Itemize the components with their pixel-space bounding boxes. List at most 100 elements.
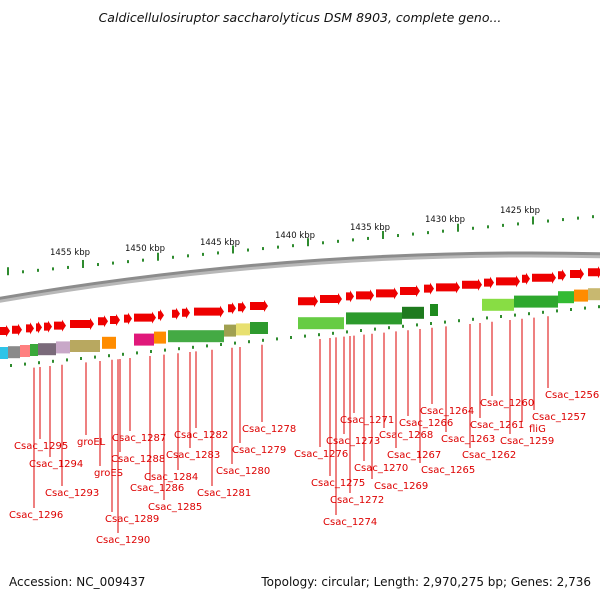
scale-tick <box>502 223 504 227</box>
track-tick <box>122 352 124 356</box>
backbone-arc <box>0 251 600 300</box>
scale-label: 1440 kbp <box>275 231 315 241</box>
scale-tick <box>142 258 144 262</box>
scale-tick <box>442 229 444 233</box>
gene-arrow <box>356 289 374 302</box>
scale-tick <box>547 219 549 223</box>
gene-arrow <box>484 276 494 289</box>
scale-tick <box>127 260 129 264</box>
gene-label: Csac_1276 <box>294 449 348 460</box>
gene-label: Csac_1288 <box>111 454 165 465</box>
scale-tick <box>277 245 279 249</box>
gene-arrow <box>54 319 66 332</box>
gene-arrow <box>376 287 398 300</box>
gene-label: Csac_1257 <box>532 412 586 423</box>
gene-label: Csac_1278 <box>242 424 296 435</box>
scale-tick <box>412 232 414 236</box>
track-tick <box>94 355 96 359</box>
track-tick <box>52 359 54 363</box>
track-tick <box>444 320 446 324</box>
gene-arrow <box>320 293 342 305</box>
feature-block <box>558 291 574 304</box>
scale-tick <box>577 216 579 220</box>
scale-tick <box>37 268 39 272</box>
scale-tick <box>382 230 384 239</box>
track-tick <box>570 308 572 311</box>
track-tick <box>150 350 152 353</box>
scale-tick <box>397 234 399 238</box>
gene-label: Csac_1260 <box>480 398 534 409</box>
gene-arrow <box>36 321 42 334</box>
feature-block <box>56 341 70 354</box>
track-tick <box>24 362 26 366</box>
track-tick <box>276 337 278 341</box>
gene-label: groEL <box>77 437 106 448</box>
scale-tick <box>427 231 429 235</box>
gene-arrow <box>462 278 482 291</box>
gene-label: Csac_1274 <box>323 517 377 528</box>
gene-label: Csac_1273 <box>326 436 380 447</box>
track-tick <box>346 330 348 334</box>
gene-label: fliG <box>529 424 546 435</box>
gene-label: Csac_1259 <box>500 436 554 447</box>
feature-block <box>20 345 30 357</box>
gene-label: Csac_1280 <box>216 466 270 477</box>
track-tick <box>584 306 586 310</box>
feature-block <box>514 295 558 308</box>
gene-label: Csac_1281 <box>197 488 251 499</box>
gene-label: Csac_1270 <box>354 463 408 474</box>
gene-arrow <box>70 318 94 330</box>
scale-tick <box>157 252 159 261</box>
feature-block <box>346 312 402 325</box>
track-tick <box>164 348 166 352</box>
gene-arrow <box>98 315 108 328</box>
gene-arrow <box>158 309 164 322</box>
gene-arrow <box>436 281 460 294</box>
gene-label: Csac_1286 <box>130 483 184 494</box>
gene-label: Csac_1263 <box>441 434 495 445</box>
feature-block <box>250 322 268 334</box>
feature-block <box>30 344 38 356</box>
track-tick <box>416 323 418 327</box>
scale-tick <box>52 267 54 271</box>
track-tick <box>192 345 194 349</box>
scale-label: 1430 kbp <box>425 215 465 225</box>
scale-tick <box>22 270 24 274</box>
track-tick <box>528 312 530 316</box>
feature-block <box>102 336 116 349</box>
track-tick <box>514 313 516 317</box>
track-tick <box>304 334 306 338</box>
gene-label: Csac_1279 <box>232 445 286 456</box>
scale-tick <box>247 248 249 252</box>
scale-tick <box>172 255 174 259</box>
gene-arrow <box>194 305 224 318</box>
scale-tick <box>367 236 369 240</box>
gene-label: Csac_1264 <box>420 406 474 417</box>
feature-block <box>134 333 154 346</box>
track-tick <box>136 351 138 355</box>
gene-label: Csac_1256 <box>545 390 599 401</box>
scale-tick <box>472 226 474 230</box>
gene-label: Csac_1266 <box>399 418 453 429</box>
feature-block <box>224 324 236 337</box>
scale-tick <box>217 251 219 255</box>
feature-block <box>236 323 250 336</box>
track-tick <box>80 357 82 360</box>
scale-tick <box>517 222 519 226</box>
gene-label: Csac_1295 <box>14 441 68 452</box>
gene-arrow <box>424 282 434 295</box>
feature-block <box>0 347 8 359</box>
gene-arrow <box>532 271 556 284</box>
feature-block <box>298 317 344 330</box>
gene-label: Csac_1275 <box>311 478 365 489</box>
track-tick <box>500 315 502 318</box>
gene-arrow <box>522 272 530 285</box>
track-tick <box>248 340 250 344</box>
gene-label: Csac_1282 <box>174 430 228 441</box>
feature-block <box>588 288 600 301</box>
track-tick <box>556 309 558 313</box>
track-tick <box>598 305 600 309</box>
track-tick <box>388 326 390 330</box>
